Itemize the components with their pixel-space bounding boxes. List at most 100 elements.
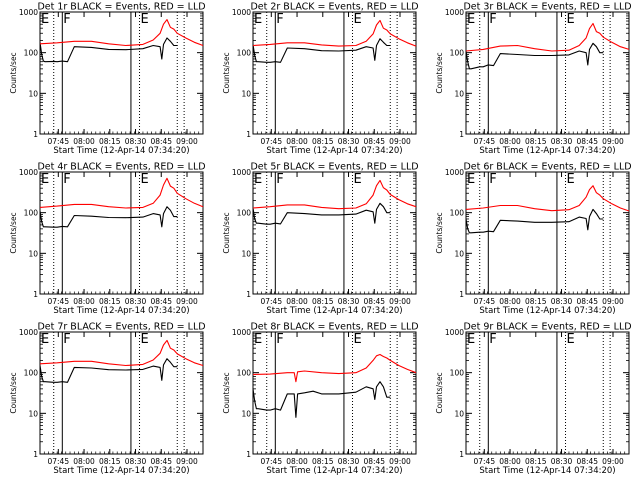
x-tick-label: 08:30 [125, 297, 147, 306]
flag-flare-start: F [276, 172, 283, 187]
flag-eclipse-end: E [567, 172, 575, 187]
flag-eclipse-start: E [467, 12, 475, 27]
y-tick-label: 10 [28, 409, 38, 418]
series-lld-line [39, 19, 204, 47]
y-tick-label: 1000 [232, 168, 251, 177]
x-tick-label: 08:00 [499, 457, 521, 466]
flag-flare-start: F [489, 172, 496, 187]
x-tick-label: 08:30 [551, 297, 573, 306]
x-axis-label: Start Time (12-Apr-14 07:34:20) [266, 306, 402, 316]
x-tick-label: 09:00 [389, 137, 411, 146]
flag-eclipse-end: E [567, 332, 575, 347]
x-tick-label: 08:15 [525, 297, 547, 306]
x-tick-label: 09:00 [389, 297, 411, 306]
x-tick-label: 08:15 [312, 297, 334, 306]
series-events-line [252, 38, 391, 63]
detector-plot-4: Det 4r BLACK = Events, RED = LLD 1 10 100 10… [9, 162, 206, 317]
x-tick-label: 08:00 [286, 457, 308, 466]
plot-title: Det 7r BLACK = Events, RED = LLD [37, 322, 205, 333]
x-tick-label: 07:45 [47, 297, 69, 306]
x-tick-label: 07:45 [473, 457, 495, 466]
x-tick-label: 08:00 [286, 137, 308, 146]
x-tick-label: 08:15 [99, 457, 121, 466]
y-axis-label: Counts/sec [222, 372, 231, 413]
x-axis-label: Start Time (12-Apr-14 07:34:20) [266, 466, 402, 476]
y-axis-label: Counts/sec [222, 52, 231, 93]
x-tick-label: 07:45 [260, 457, 282, 466]
y-tick-label: 1 [246, 130, 251, 139]
y-tick-label: 1 [246, 290, 251, 299]
plot-frame [465, 331, 630, 455]
x-tick-label: 07:45 [473, 137, 495, 146]
plot-title: Det 8r BLACK = Events, RED = LLD [250, 322, 418, 333]
series-events-line [39, 206, 178, 228]
y-tick-label: 10 [241, 89, 251, 98]
y-tick-label: 100 [237, 209, 252, 218]
y-tick-label: 1000 [445, 328, 464, 337]
x-tick-label: 08:45 [576, 457, 598, 466]
detector-plot-6: Det 6r BLACK = Events, RED = LLD 1 10 100 10… [435, 162, 632, 317]
x-tick-label: 08:00 [499, 297, 521, 306]
flag-flare-start: F [276, 12, 283, 27]
plot-title: Det 4r BLACK = Events, RED = LLD [37, 162, 205, 173]
x-tick-label: 08:15 [99, 137, 121, 146]
y-tick-label: 100 [24, 209, 39, 218]
detector-plot-3: Det 3r BLACK = Events, RED = LLD 1 10 100 10… [435, 2, 632, 157]
x-axis-label: Start Time (12-Apr-14 07:34:20) [53, 306, 189, 316]
flag-eclipse-end: E [141, 12, 149, 27]
flag-eclipse-end: E [141, 332, 149, 347]
y-axis-label: Counts/sec [435, 372, 444, 413]
x-tick-label: 09:00 [176, 297, 198, 306]
y-tick-label: 1000 [445, 8, 464, 17]
x-axis-label: Start Time (12-Apr-14 07:34:20) [53, 146, 189, 156]
x-axis-label: Start Time (12-Apr-14 07:34:20) [266, 146, 402, 156]
flag-eclipse-start: E [41, 332, 49, 347]
series-events-line [252, 381, 391, 418]
plot-title: Det 6r BLACK = Events, RED = LLD [463, 162, 631, 173]
x-tick-label: 08:45 [150, 297, 172, 306]
x-tick-label: 07:45 [47, 457, 69, 466]
plot-frame [39, 11, 204, 135]
y-tick-label: 1 [33, 450, 38, 459]
flag-eclipse-start: E [41, 172, 49, 187]
plot-title: Det 9r BLACK = Events, RED = LLD [463, 322, 631, 333]
y-tick-label: 100 [24, 369, 39, 378]
x-tick-label: 08:45 [363, 297, 385, 306]
plot-title: Det 5r BLACK = Events, RED = LLD [250, 162, 418, 173]
series-lld-line [252, 179, 417, 210]
plot-frame [252, 171, 417, 295]
flag-eclipse-start: E [467, 332, 475, 347]
plot-frame [39, 171, 204, 295]
flag-eclipse-start: E [254, 332, 262, 347]
y-tick-label: 1 [246, 450, 251, 459]
x-tick-label: 08:45 [576, 137, 598, 146]
x-tick-label: 09:00 [176, 457, 198, 466]
x-tick-label: 07:45 [260, 137, 282, 146]
series-lld-line [252, 353, 417, 383]
series-events-line [465, 42, 604, 70]
plot-frame [252, 11, 417, 135]
y-tick-label: 1000 [19, 8, 38, 17]
y-axis-label: Counts/sec [435, 212, 444, 253]
x-tick-label: 09:00 [389, 457, 411, 466]
x-tick-label: 09:00 [602, 137, 624, 146]
x-tick-label: 07:45 [47, 137, 69, 146]
y-tick-label: 100 [450, 369, 465, 378]
x-tick-label: 08:00 [73, 457, 95, 466]
x-axis-label: Start Time (12-Apr-14 07:34:20) [479, 146, 615, 156]
series-events-line [465, 208, 604, 234]
y-axis-label: Counts/sec [9, 212, 18, 253]
x-tick-label: 08:45 [150, 457, 172, 466]
plot-frame [252, 331, 417, 455]
detector-plot-1: Det 1r BLACK = Events, RED = LLD 1 10 100 10… [9, 2, 206, 157]
x-tick-label: 08:45 [363, 137, 385, 146]
y-tick-label: 1 [33, 290, 38, 299]
flag-eclipse-start: E [41, 12, 49, 27]
x-tick-label: 09:00 [602, 297, 624, 306]
y-axis-label: Counts/sec [222, 212, 231, 253]
plot-title: Det 2r BLACK = Events, RED = LLD [250, 2, 418, 13]
x-tick-label: 08:00 [73, 137, 95, 146]
detector-plot-9: Det 9r BLACK = Events, RED = LLD 1 10 100 10… [435, 322, 632, 477]
y-axis-label: Counts/sec [9, 52, 18, 93]
x-tick-label: 08:30 [125, 457, 147, 466]
